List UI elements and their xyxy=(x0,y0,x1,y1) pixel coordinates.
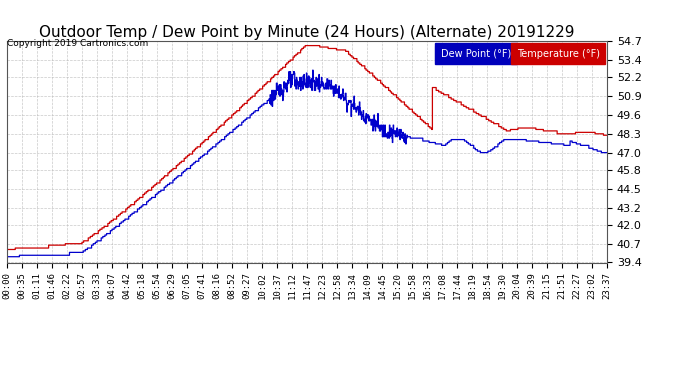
Text: Copyright 2019 Cartronics.com: Copyright 2019 Cartronics.com xyxy=(7,39,148,48)
Temperature (°F) xyxy=(532,127,540,132)
Temperature (°F) xyxy=(479,114,487,119)
Dew Point (°F) xyxy=(3,255,11,259)
Temperature (°F) xyxy=(301,44,309,48)
Dew Point (°F) xyxy=(603,150,611,155)
Dew Point (°F) xyxy=(308,68,317,72)
Title: Outdoor Temp / Dew Point by Minute (24 Hours) (Alternate) 20191229: Outdoor Temp / Dew Point by Minute (24 H… xyxy=(39,25,575,40)
Dew Point (°F) xyxy=(136,205,144,210)
Legend: Dew Point (°F), Temperature (°F): Dew Point (°F), Temperature (°F) xyxy=(435,46,602,61)
Dew Point (°F) xyxy=(532,139,540,143)
Temperature (°F) xyxy=(3,247,11,252)
Temperature (°F) xyxy=(121,207,130,211)
Dew Point (°F) xyxy=(121,217,130,221)
Temperature (°F) xyxy=(204,137,212,142)
Temperature (°F) xyxy=(603,133,611,138)
Line: Dew Point (°F): Dew Point (°F) xyxy=(7,70,607,257)
Dew Point (°F) xyxy=(204,149,212,153)
Line: Temperature (°F): Temperature (°F) xyxy=(7,46,607,249)
Dew Point (°F) xyxy=(479,150,487,155)
Dew Point (°F) xyxy=(401,132,409,136)
Temperature (°F) xyxy=(136,195,144,200)
Temperature (°F) xyxy=(401,103,409,107)
